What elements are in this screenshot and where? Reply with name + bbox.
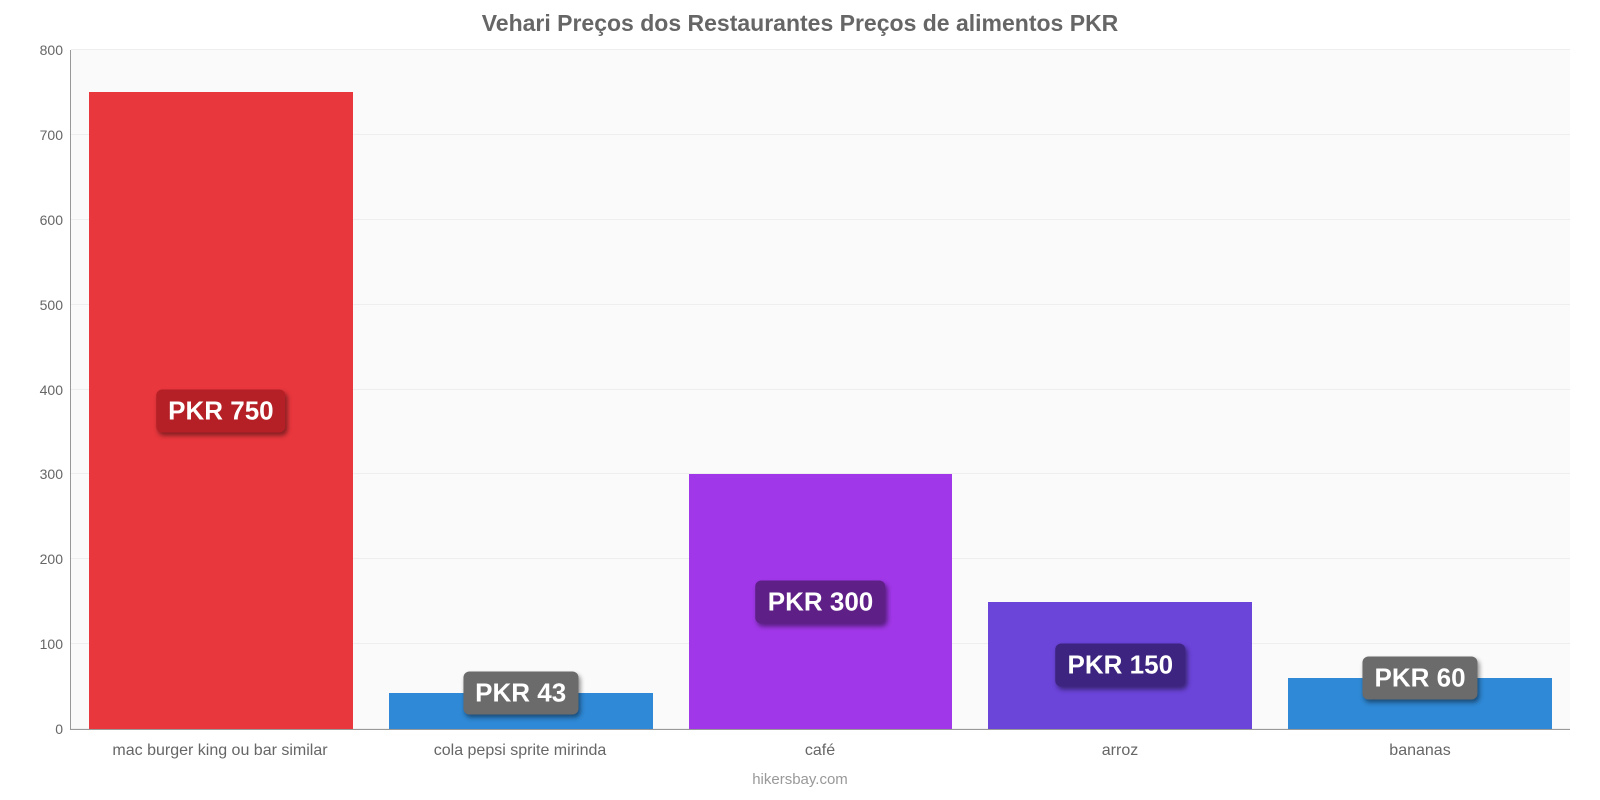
bar-value-label: PKR 150 [1056,644,1186,687]
bar-value-label: PKR 43 [463,671,578,714]
chart-title: Vehari Preços dos Restaurantes Preços de… [0,0,1600,37]
plot-area: 0100200300400500600700800PKR 750PKR 43PK… [70,50,1570,730]
bar-value-label: PKR 750 [156,389,286,432]
y-tick-label: 300 [40,466,63,482]
bar: PKR 750 [89,92,353,729]
x-axis-label: mac burger king ou bar similar [70,742,370,760]
y-tick-label: 800 [40,42,63,58]
x-axis-label: café [670,742,970,760]
y-tick-label: 600 [40,212,63,228]
price-bar-chart: Vehari Preços dos Restaurantes Preços de… [0,0,1600,800]
y-tick-label: 700 [40,127,63,143]
y-tick-label: 200 [40,551,63,567]
bar: PKR 43 [389,693,653,729]
bar-slot: PKR 60 [1270,50,1570,729]
bar-slot: PKR 750 [71,50,371,729]
bar-value-label: PKR 300 [756,580,886,623]
bars-row: PKR 750 PKR 43 PKR 300 PKR 150 PKR 60 [71,50,1570,729]
y-tick-label: 400 [40,382,63,398]
x-axis-label: bananas [1270,742,1570,760]
x-axis-labels: mac burger king ou bar similarcola pepsi… [70,742,1570,760]
y-tick-label: 0 [55,721,63,737]
bar: PKR 150 [988,602,1252,729]
bar-slot: PKR 150 [970,50,1270,729]
bar-slot: PKR 43 [371,50,671,729]
bar: PKR 60 [1288,678,1552,729]
x-axis-label: arroz [970,742,1270,760]
bar-value-label: PKR 60 [1363,657,1478,700]
y-tick-label: 500 [40,297,63,313]
bar: PKR 300 [689,474,953,729]
x-axis-label: cola pepsi sprite mirinda [370,742,670,760]
bar-slot: PKR 300 [671,50,971,729]
y-tick-label: 100 [40,636,63,652]
chart-footer: hikersbay.com [0,771,1600,788]
